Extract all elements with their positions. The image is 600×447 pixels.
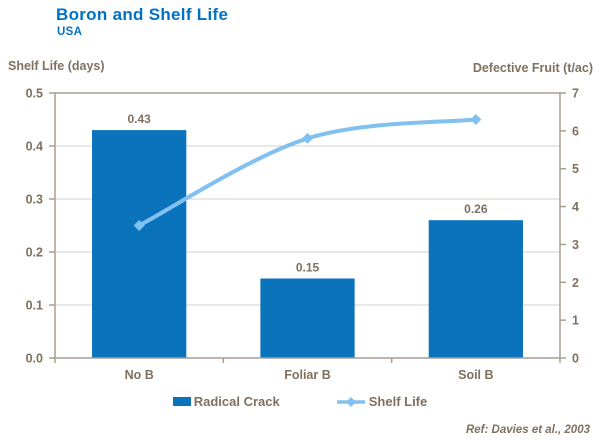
left-axis-tick-label: 0.1 — [26, 299, 43, 313]
left-axis-tick-label: 0.2 — [26, 246, 43, 260]
bar-1 — [260, 278, 355, 358]
left-axis-tick-label: 0.4 — [26, 140, 43, 154]
right-axis-tick-label: 1 — [572, 314, 579, 328]
right-axis-tick-label: 6 — [572, 124, 579, 138]
plot-border — [54, 92, 561, 359]
legend-item-radical-crack: Radical Crack — [172, 394, 280, 409]
legend-label-shelf-life: Shelf Life — [368, 394, 428, 409]
line-marker-0 — [133, 220, 145, 231]
right-axis-tick-label: 3 — [572, 238, 579, 252]
left-axis-tick-label: 0.0 — [26, 352, 43, 366]
bar-value-label-1: 0.15 — [296, 261, 320, 275]
right-axis-title: Defective Fruit (t/ac) — [472, 61, 593, 75]
left-axis-title: Shelf Life (days) — [8, 59, 105, 73]
left-axis-tick-label: 0.3 — [26, 193, 43, 207]
chart-title: Boron and Shelf Life — [56, 5, 229, 24]
legend-label-radical-crack: Radical Crack — [193, 394, 280, 409]
category-label-0: No B — [125, 368, 154, 382]
chart-subtitle: USA — [57, 26, 83, 38]
line-marker-2 — [470, 114, 482, 125]
right-axis-tick-label: 5 — [572, 162, 579, 176]
bar-value-label-0: 0.43 — [127, 112, 151, 126]
line-series-swatch-icon — [336, 396, 365, 407]
reference-text: Ref: Davies et al., 2003 — [465, 424, 590, 436]
bar-value-label-2: 0.26 — [464, 202, 488, 216]
left-axis-tick-label: 0.5 — [26, 87, 43, 101]
line-marker-1 — [302, 132, 313, 144]
bar-0 — [92, 130, 187, 358]
right-axis-tick-label: 2 — [572, 276, 579, 290]
bar-series-swatch-icon — [172, 397, 191, 406]
right-axis-tick-label: 4 — [572, 200, 579, 214]
legend-item-shelf-life: Shelf Life — [336, 394, 428, 409]
right-axis-tick-label: 0 — [572, 352, 579, 366]
category-label-1: Foliar B — [284, 368, 331, 382]
bar-2 — [428, 220, 523, 358]
right-axis-tick-label: 7 — [572, 87, 579, 101]
legend: Radical Crack Shelf Life — [0, 394, 600, 409]
category-label-2: Soil B — [458, 368, 493, 382]
